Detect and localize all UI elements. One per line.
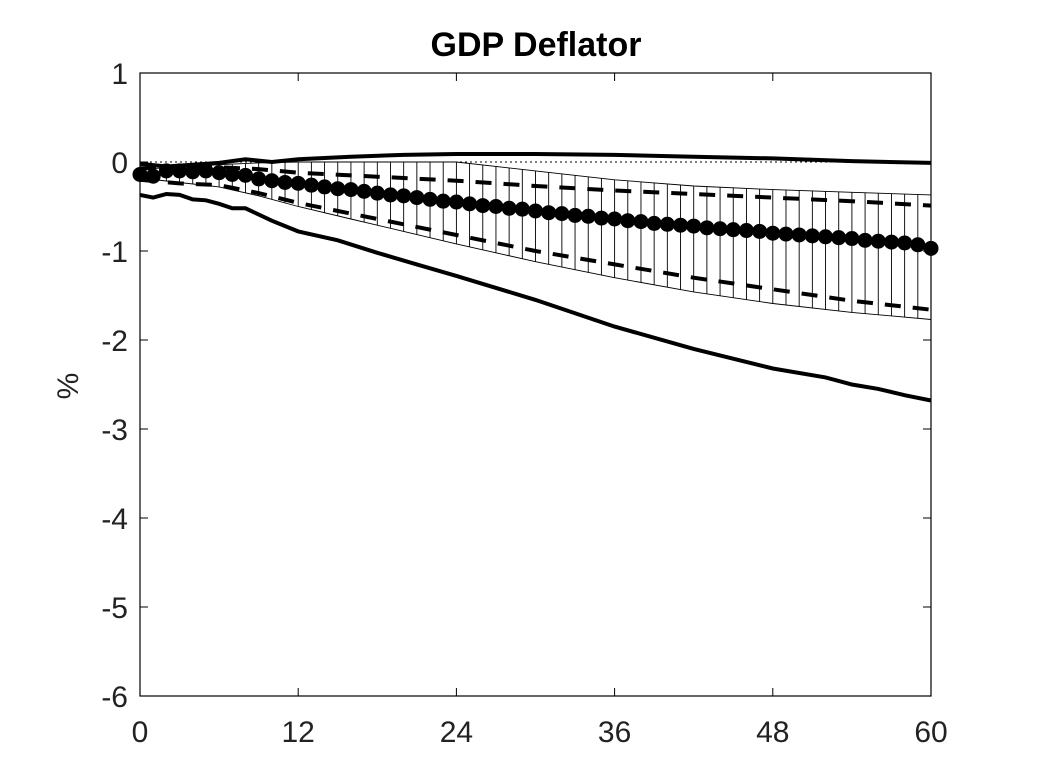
y-tick-label: -6 xyxy=(101,681,128,714)
median-marker xyxy=(475,198,491,214)
median-marker xyxy=(396,188,412,204)
median-marker xyxy=(264,173,280,189)
y-axis-ticks: 1 0 -1 -2 -3 -4 -5 -6 xyxy=(101,58,931,714)
median-marker xyxy=(237,167,253,183)
median-marker xyxy=(725,222,741,238)
median-marker xyxy=(844,231,860,247)
median-marker xyxy=(224,166,240,182)
y-tick-label: 0 xyxy=(111,147,128,180)
x-tick-label: 48 xyxy=(756,716,789,749)
median-marker xyxy=(343,182,359,198)
median-marker xyxy=(791,227,807,243)
median-marker xyxy=(554,206,570,222)
median-marker xyxy=(251,171,267,187)
median-marker xyxy=(290,175,306,191)
median-marker xyxy=(277,174,293,190)
median-marker xyxy=(580,208,596,224)
median-marker xyxy=(409,190,425,206)
median-marker xyxy=(514,201,530,217)
median-marker xyxy=(185,164,201,180)
median-marker xyxy=(646,215,662,231)
plot-frame xyxy=(139,72,932,697)
median-marker xyxy=(870,233,886,249)
median-marker xyxy=(633,214,649,230)
median-marker xyxy=(382,187,398,203)
x-tick-label: 36 xyxy=(598,716,631,749)
median-marker xyxy=(593,210,609,226)
median-marker xyxy=(541,205,557,221)
median-marker xyxy=(172,163,188,179)
median-marker xyxy=(831,230,847,246)
series-markers xyxy=(132,163,939,256)
median-marker xyxy=(488,199,504,214)
chart-title: GDP Deflator xyxy=(431,26,642,64)
x-tick-label: 0 xyxy=(132,716,149,749)
median-marker xyxy=(897,235,913,251)
median-marker xyxy=(435,193,451,209)
median-marker xyxy=(462,196,478,212)
median-marker xyxy=(448,194,464,210)
median-marker xyxy=(778,226,794,242)
median-marker xyxy=(211,165,227,181)
median-marker xyxy=(422,191,438,207)
median-marker xyxy=(528,203,543,219)
median-marker xyxy=(330,181,346,197)
x-tick-label: 24 xyxy=(440,716,473,749)
median-marker xyxy=(620,213,636,229)
x-axis-ticks: 0 12 24 36 48 60 xyxy=(132,73,948,749)
median-marker xyxy=(567,207,583,223)
y-tick-label: -2 xyxy=(101,325,128,358)
y-tick-label: -4 xyxy=(101,503,128,536)
median-marker xyxy=(356,183,372,199)
median-marker xyxy=(145,168,161,184)
y-tick-label: -1 xyxy=(101,236,128,269)
inner-bound-dashed-line xyxy=(140,165,932,208)
median-marker xyxy=(765,225,781,241)
median-marker xyxy=(303,177,319,193)
y-tick-label: -3 xyxy=(101,414,128,447)
median-marker xyxy=(883,234,899,250)
median-marker xyxy=(686,218,702,234)
outer-bound-line xyxy=(139,191,932,403)
y-axis-label: % xyxy=(52,373,85,400)
inner-bound-dashed-line xyxy=(139,177,932,312)
median-marker xyxy=(659,216,675,232)
y-tick-label: -5 xyxy=(101,592,128,625)
median-marker xyxy=(738,223,754,239)
x-tick-label: 12 xyxy=(282,716,315,749)
median-marker xyxy=(804,228,820,244)
median-marker xyxy=(752,223,768,239)
y-tick-label: 1 xyxy=(111,58,128,91)
median-marker xyxy=(317,179,333,195)
median-marker xyxy=(369,185,385,201)
median-marker xyxy=(699,220,715,236)
x-tick-label: 60 xyxy=(914,716,947,749)
median-marker xyxy=(158,163,174,179)
median-marker xyxy=(501,200,517,216)
median-marker xyxy=(910,237,926,253)
median-marker xyxy=(818,229,834,245)
median-marker xyxy=(673,217,689,233)
median-marker xyxy=(198,163,214,179)
median-marker xyxy=(857,232,873,248)
median-marker xyxy=(712,221,728,237)
median-marker xyxy=(607,211,623,227)
